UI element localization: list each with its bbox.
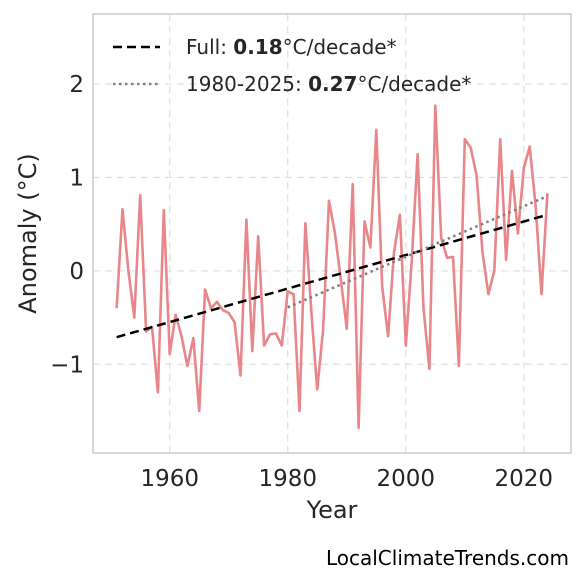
legend-entry-recent: 1980-2025: 0.27°C/decade* (186, 72, 471, 96)
legend-entry-full: Full: 0.18°C/decade* (186, 35, 397, 59)
x-tick-label: 2020 (495, 466, 554, 492)
plot-frame (92, 13, 572, 454)
recent-trend-line (287, 194, 548, 309)
y-tick-label: 0 (69, 259, 84, 285)
y-axis-label: Anomaly (°C) (14, 153, 42, 313)
legend-full-suffix: °C/decade* (283, 35, 397, 59)
anomaly-series-line (115, 104, 549, 430)
full-trend-line (116, 213, 548, 339)
x-tick-label: 1960 (140, 466, 199, 492)
legend-recent-suffix: °C/decade* (357, 72, 471, 96)
x-tick-label: 1980 (258, 466, 317, 492)
series-layer (115, 104, 549, 430)
legend-recent-value: 0.27 (308, 72, 357, 96)
x-tick-label: 2000 (376, 466, 435, 492)
watermark: LocalClimateTrends.com (325, 546, 569, 570)
y-tick-label: −1 (50, 352, 84, 378)
tick-labels: 1960 1980 2000 2020 −1 0 1 2 (50, 72, 553, 492)
grid (93, 14, 571, 453)
trend-layer (116, 194, 548, 339)
legend-recent-prefix: 1980-2025: (186, 72, 308, 96)
legend-full-prefix: Full: (186, 35, 233, 59)
legend: Full: 0.18°C/decade* 1980-2025: 0.27°C/d… (113, 35, 471, 96)
legend-full-value: 0.18 (233, 35, 282, 59)
y-tick-label: 2 (69, 72, 84, 98)
x-axis-label: Year (306, 496, 358, 524)
y-tick-label: 1 (69, 165, 84, 191)
